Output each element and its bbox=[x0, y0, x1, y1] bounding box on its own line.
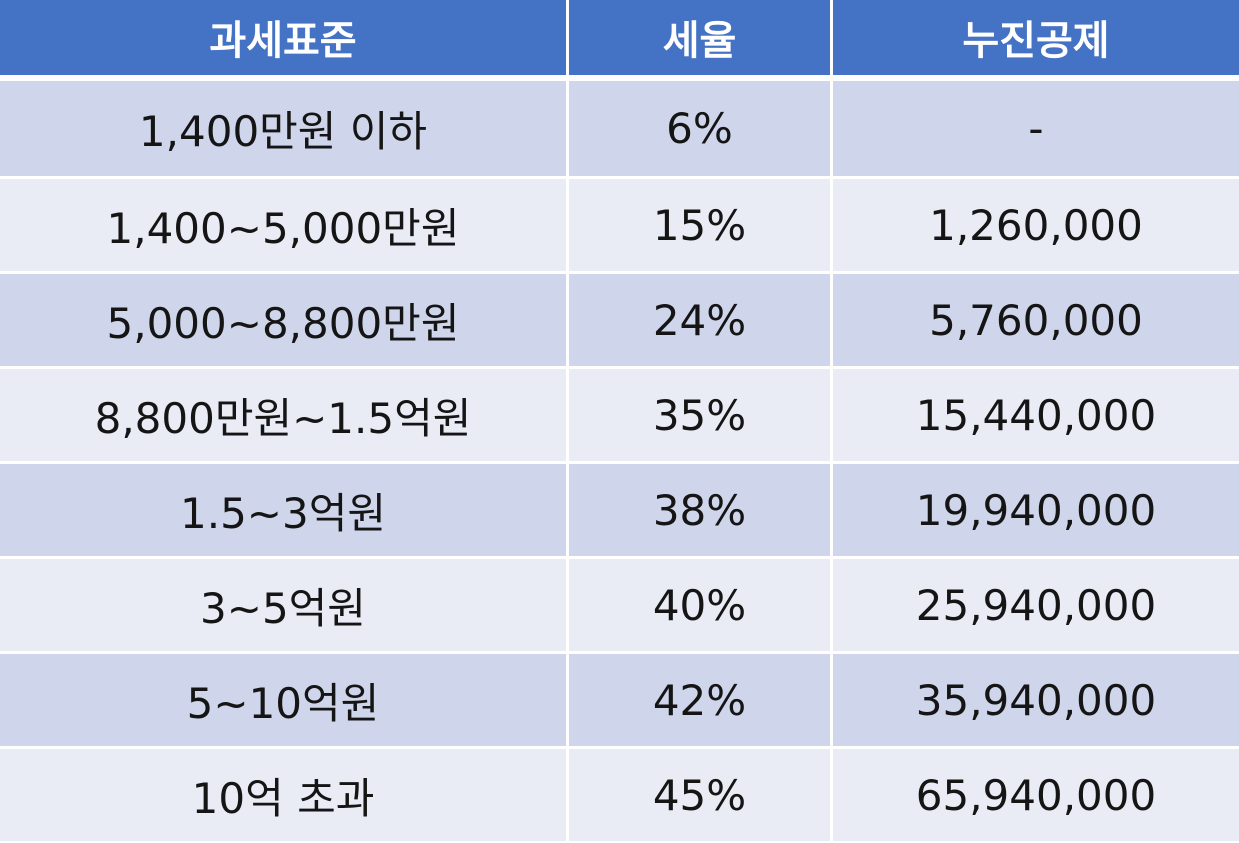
tax-rate-cell: 42% bbox=[566, 651, 830, 746]
tax-base-cell: 8,800만원~1.5억원 bbox=[0, 366, 566, 461]
tax-rate-cell: 45% bbox=[566, 746, 830, 841]
tax-base-cell: 10억 초과 bbox=[0, 746, 566, 841]
tax-rate-cell: 38% bbox=[566, 461, 830, 556]
tax-rate-cell: 15% bbox=[566, 176, 830, 271]
tax-rate-cell: 6% bbox=[566, 81, 830, 176]
deduction-cell: 35,940,000 bbox=[830, 651, 1239, 746]
tax-base-cell: 3~5억원 bbox=[0, 556, 566, 651]
deduction-cell: 5,760,000 bbox=[830, 271, 1239, 366]
tax-base-cell: 5,000~8,800만원 bbox=[0, 271, 566, 366]
tax-rate-cell: 40% bbox=[566, 556, 830, 651]
deduction-cell: 15,440,000 bbox=[830, 366, 1239, 461]
deduction-cell: 19,940,000 bbox=[830, 461, 1239, 556]
deduction-cell: 1,260,000 bbox=[830, 176, 1239, 271]
tax-rate-cell: 24% bbox=[566, 271, 830, 366]
tax-base-cell: 1,400만원 이하 bbox=[0, 81, 566, 176]
tax-base-cell: 5~10억원 bbox=[0, 651, 566, 746]
tax-rate-cell: 35% bbox=[566, 366, 830, 461]
deduction-cell: 25,940,000 bbox=[830, 556, 1239, 651]
deduction-cell: - bbox=[830, 81, 1239, 176]
tax-base-cell: 1.5~3억원 bbox=[0, 461, 566, 556]
header-progressive-deduction: 누진공제 bbox=[830, 0, 1239, 81]
header-tax-rate: 세율 bbox=[566, 0, 830, 81]
header-tax-base: 과세표준 bbox=[0, 0, 566, 81]
tax-base-cell: 1,400~5,000만원 bbox=[0, 176, 566, 271]
deduction-cell: 65,940,000 bbox=[830, 746, 1239, 841]
